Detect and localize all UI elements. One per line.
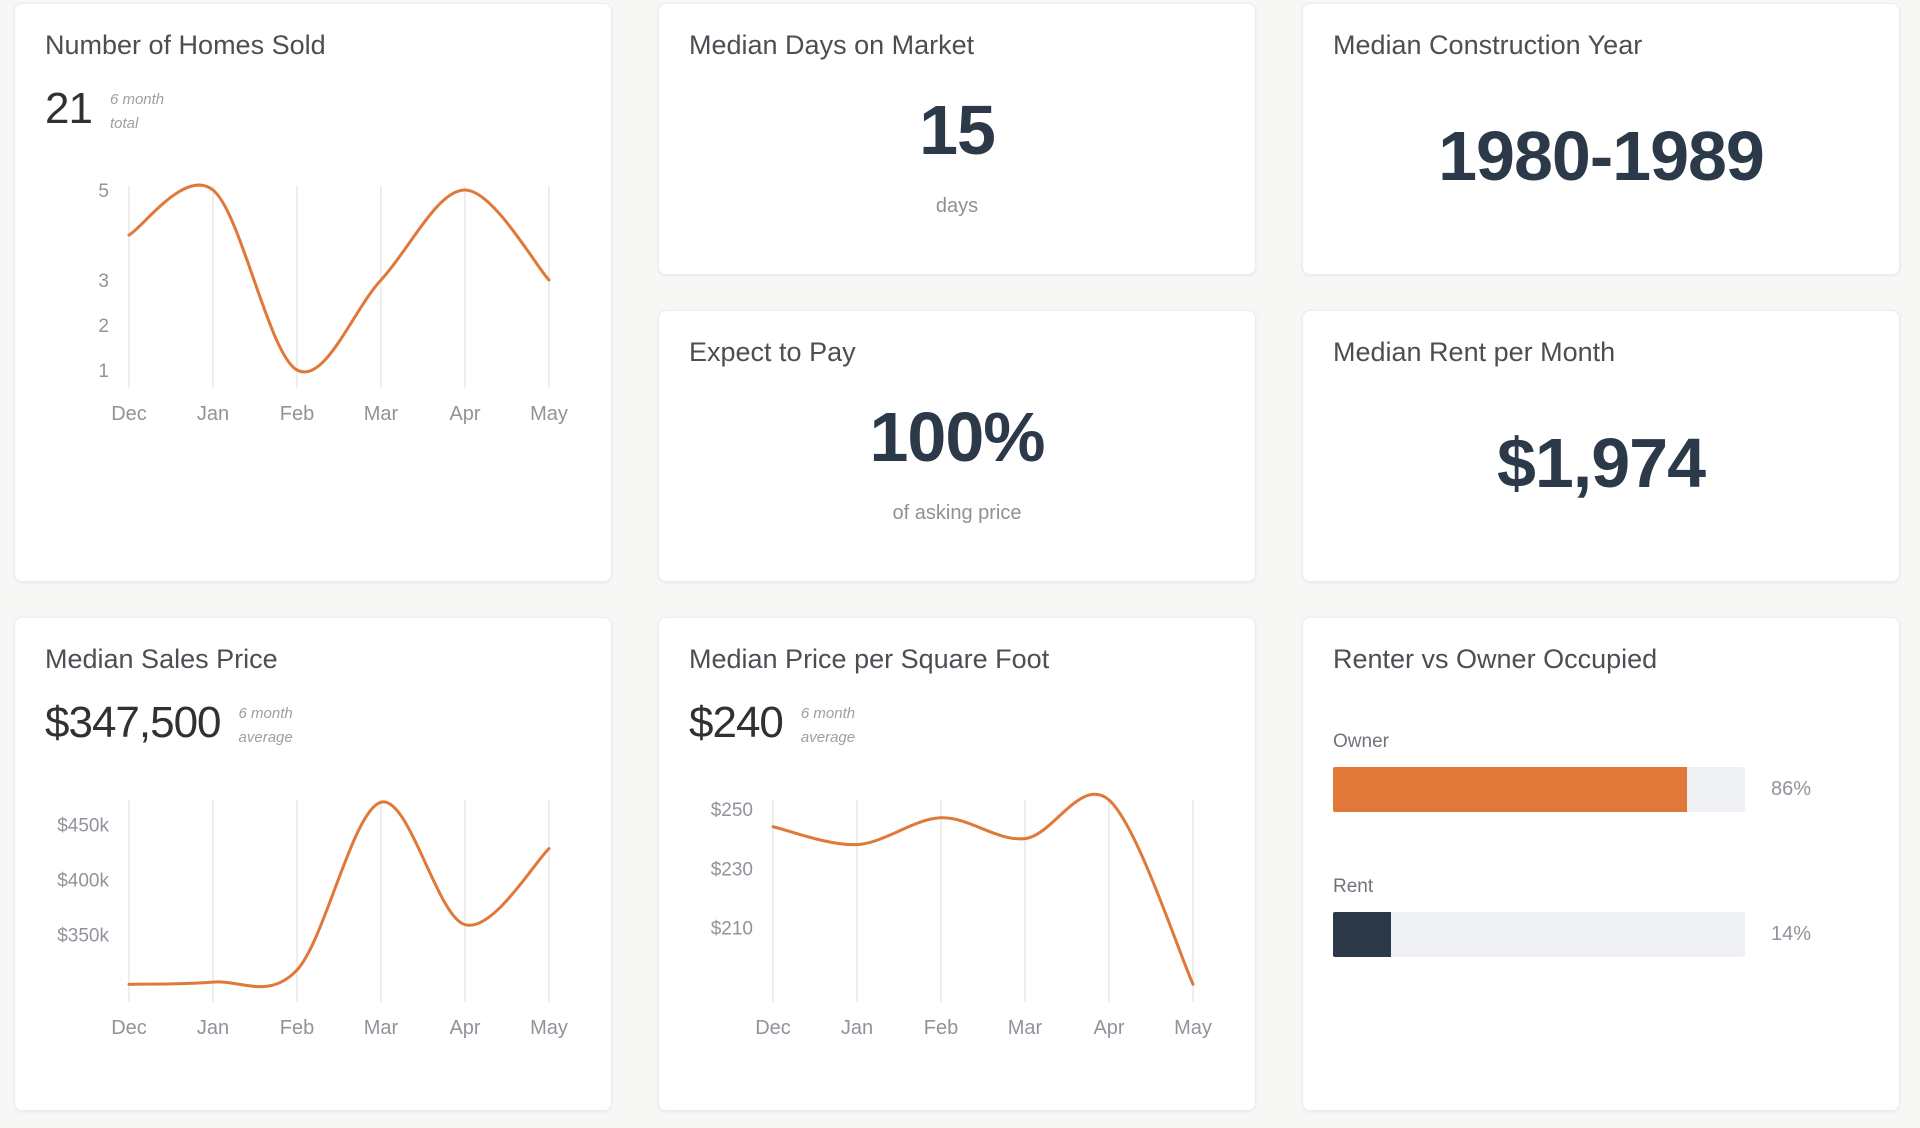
- occupancy-rent-label: Rent: [1333, 876, 1374, 897]
- card-number-of-homes-sold: Number of Homes Sold 21 6 month total De…: [14, 3, 612, 582]
- sales-price-annotation-line1: 6 month: [238, 705, 293, 722]
- sales-price-line-chart: Dec Jan Feb Mar Apr May $450k $400k $350k: [57, 800, 568, 1039]
- svg-text:May: May: [530, 1017, 568, 1039]
- expect-to-pay-title: Expect to Pay: [689, 337, 856, 367]
- homes-sold-annotation-line2: total: [109, 115, 139, 132]
- occupancy-rent-percent: 14%: [1771, 923, 1812, 945]
- svg-text:$450k: $450k: [57, 815, 109, 836]
- svg-text:Apr: Apr: [449, 403, 480, 425]
- card-renter-vs-owner-occupied: Renter vs Owner Occupied Owner 86% Rent …: [1302, 617, 1900, 1111]
- svg-text:Jan: Jan: [197, 403, 229, 425]
- occupancy-rent-bar-track: [1333, 912, 1745, 957]
- svg-text:1: 1: [98, 361, 109, 382]
- rent-per-month-title: Median Rent per Month: [1333, 337, 1616, 367]
- svg-text:Feb: Feb: [280, 1017, 314, 1039]
- sales-price-annotation: 6 month average: [239, 701, 293, 750]
- median-days-title: Median Days on Market: [689, 30, 975, 60]
- homes-sold-title: Number of Homes Sold: [45, 30, 326, 60]
- svg-text:May: May: [1174, 1017, 1212, 1039]
- median-days-unit: days: [935, 194, 979, 217]
- occupancy-rent-row: 14%: [1333, 912, 1869, 957]
- occupancy-owner-bar-track: [1333, 767, 1745, 812]
- svg-text:$250: $250: [711, 800, 753, 821]
- svg-text:Jan: Jan: [841, 1017, 873, 1039]
- svg-text:$350k: $350k: [57, 926, 109, 947]
- svg-text:Mar: Mar: [364, 1017, 399, 1039]
- sales-price-stat: $347,500 6 month average: [45, 701, 581, 750]
- svg-text:5: 5: [98, 181, 109, 202]
- svg-text:Feb: Feb: [280, 403, 314, 425]
- occupancy-owner-label: Owner: [1333, 731, 1389, 752]
- price-per-sqft-title: Median Price per Square Foot: [689, 644, 1050, 674]
- homes-sold-stat: 21 6 month total: [45, 87, 581, 136]
- svg-text:Dec: Dec: [755, 1017, 791, 1039]
- svg-text:Mar: Mar: [364, 403, 399, 425]
- card-median-days-on-market: Median Days on Market 15 days: [658, 3, 1256, 275]
- construction-year-stat: 1980-1989: [1303, 4, 1899, 274]
- svg-text:Apr: Apr: [1093, 1017, 1124, 1039]
- expect-to-pay-value: 100%: [869, 397, 1045, 476]
- card-median-rent-per-month: Median Rent per Month $1,974: [1302, 310, 1900, 582]
- svg-text:$400k: $400k: [57, 870, 109, 891]
- homes-sold-value: 21: [45, 84, 93, 133]
- sales-price-title: Median Sales Price: [45, 644, 278, 674]
- svg-text:3: 3: [98, 271, 109, 292]
- occupancy-owner-percent: 86%: [1771, 778, 1812, 800]
- svg-text:Jan: Jan: [197, 1017, 229, 1039]
- svg-text:Dec: Dec: [111, 1017, 147, 1039]
- svg-text:Mar: Mar: [1008, 1017, 1043, 1039]
- occupancy-title: Renter vs Owner Occupied: [1333, 644, 1658, 674]
- svg-text:May: May: [530, 403, 568, 425]
- svg-text:Apr: Apr: [449, 1017, 480, 1039]
- rent-per-month-stat: $1,974: [1303, 311, 1899, 581]
- expect-to-pay-stat: 100% of asking price: [659, 311, 1255, 581]
- price-per-sqft-stat: $240 6 month average: [689, 701, 1225, 750]
- occupancy-owner-bar-fill: [1333, 767, 1688, 812]
- sales-price-value: $347,500: [45, 698, 222, 747]
- occupancy-rent-group: Rent 14%: [1333, 876, 1869, 957]
- sales-price-annotation-line2: average: [238, 729, 293, 746]
- occupancy-owner-group: Owner 86%: [1333, 731, 1869, 812]
- construction-year-title: Median Construction Year: [1333, 30, 1643, 60]
- price-per-sqft-value: $240: [689, 698, 784, 747]
- card-median-price-per-square-foot: Median Price per Square Foot $240 6 mont…: [658, 617, 1256, 1111]
- homes-sold-annotation: 6 month total: [110, 87, 164, 136]
- svg-text:Feb: Feb: [924, 1017, 958, 1039]
- homes-sold-line-chart: Dec Jan Feb Mar Apr May 5 3 2 1: [98, 181, 568, 425]
- price-per-sqft-line-chart: Dec Jan Feb Mar Apr May $250 $230 $210: [711, 792, 1212, 1039]
- rent-per-month-value: $1,974: [1496, 424, 1706, 502]
- card-median-construction-year: Median Construction Year 1980-1989: [1302, 3, 1900, 275]
- svg-text:$230: $230: [711, 859, 753, 880]
- price-per-sqft-annotation: 6 month average: [801, 701, 855, 750]
- construction-year-value: 1980-1989: [1438, 117, 1765, 195]
- median-days-value: 15: [919, 90, 996, 169]
- card-median-sales-price: Median Sales Price $347,500 6 month aver…: [14, 617, 612, 1111]
- svg-text:Dec: Dec: [111, 403, 147, 425]
- occupancy-rent-bar-fill: [1333, 912, 1391, 957]
- expect-to-pay-unit: of asking price: [892, 501, 1022, 524]
- svg-text:$210: $210: [711, 919, 753, 940]
- price-per-sqft-annotation-line1: 6 month: [800, 705, 856, 722]
- svg-text:2: 2: [98, 316, 109, 337]
- price-per-sqft-annotation-line2: average: [800, 729, 856, 746]
- median-days-stat: 15 days: [659, 4, 1255, 274]
- homes-sold-annotation-line1: 6 month: [109, 91, 165, 108]
- card-expect-to-pay: Expect to Pay 100% of asking price: [658, 310, 1256, 582]
- occupancy-owner-row: 86%: [1333, 767, 1869, 812]
